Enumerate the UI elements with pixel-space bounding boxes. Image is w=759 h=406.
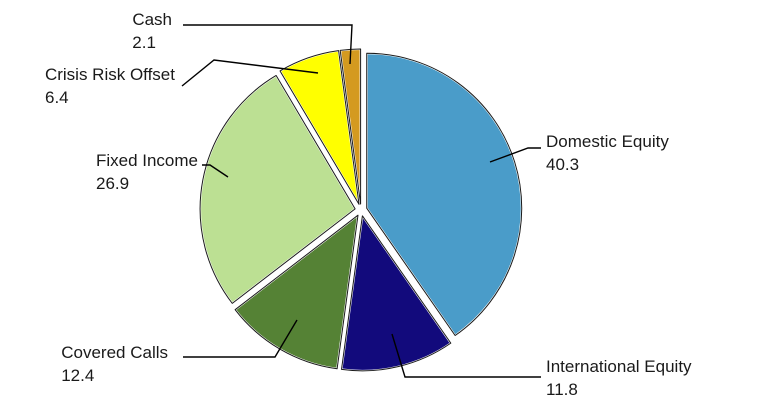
slice-label-value: 12.4 — [61, 366, 94, 385]
pie-slice-outline-domestic-equity — [366, 52, 523, 337]
slice-label-covered-calls: Covered Calls 12.4 — [61, 343, 168, 385]
slice-label-name: Cash — [132, 10, 172, 29]
slice-label-name: Crisis Risk Offset — [45, 65, 175, 84]
slice-label-value: 40.3 — [546, 155, 579, 174]
slice-label-name: International Equity — [546, 357, 692, 376]
leader-line-covered-calls — [183, 319, 298, 358]
slice-label-crisis-risk-offset: Crisis Risk Offset 6.4 — [45, 65, 175, 107]
slice-label-international-equity: International Equity 11.8 — [546, 357, 692, 399]
pie-slice-outline-fixed-income — [199, 74, 356, 304]
leader-line-international-equity — [391, 333, 541, 378]
leader-line-crisis-risk-offset — [181, 59, 319, 87]
slice-label-name: Domestic Equity — [546, 132, 669, 151]
slice-label-name: Fixed Income — [96, 151, 198, 170]
slice-label-name: Covered Calls — [61, 343, 168, 362]
slice-label-domestic-equity: Domestic Equity 40.3 — [546, 132, 669, 174]
slice-label-value: 2.1 — [132, 33, 156, 52]
leader-line-fixed-income — [202, 164, 229, 178]
leader-lines — [181, 24, 541, 378]
leader-line-cash — [183, 24, 353, 65]
pie-slice-outline-crisis-risk-offset — [279, 50, 360, 205]
slice-label-value: 11.8 — [546, 380, 578, 399]
slice-labels: Domestic Equity 40.3 International Equity 1… — [45, 10, 692, 399]
slice-label-value: 26.9 — [96, 174, 129, 193]
pie-slice-outline-international-equity — [341, 215, 452, 372]
slice-label-value: 6.4 — [45, 88, 69, 107]
pie-slices — [199, 48, 523, 372]
slice-label-fixed-income: Fixed Income 26.9 — [96, 151, 198, 193]
slice-label-cash: Cash 2.1 — [132, 10, 172, 52]
leader-line-domestic-equity — [489, 147, 541, 163]
